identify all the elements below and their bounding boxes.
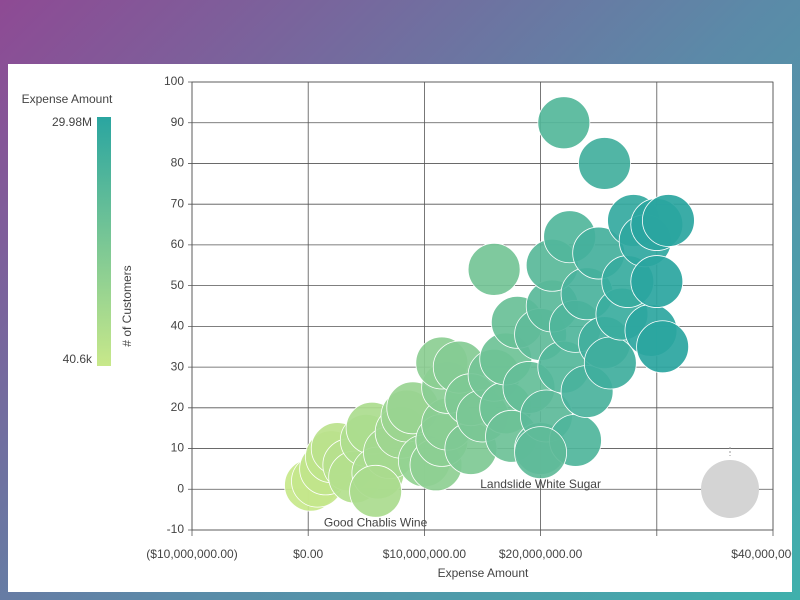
y-tick-label: 20 xyxy=(171,400,185,414)
y-tick-label: 90 xyxy=(171,115,185,129)
color-bar xyxy=(97,117,111,366)
bubble xyxy=(537,96,591,150)
size-legend-sample xyxy=(701,460,759,518)
y-tick-label: 40 xyxy=(171,319,185,333)
y-axis-title: # of Customers xyxy=(120,265,134,346)
bubble xyxy=(630,255,684,308)
y-tick-label: -10 xyxy=(167,522,185,536)
bubble xyxy=(467,242,521,296)
y-tick-label: 30 xyxy=(171,359,185,373)
annotation: Landslide White Sugar xyxy=(480,477,601,491)
y-tick-label: 10 xyxy=(171,441,185,455)
chart-panel: Expense Amount 29.98M 40.6k # of Custome… xyxy=(8,64,792,592)
annotation: Good Chablis Wine xyxy=(324,515,428,529)
y-tick-label: 80 xyxy=(171,156,185,170)
x-tick-label: $10,000,000.00 xyxy=(383,547,467,561)
bubble xyxy=(578,137,631,190)
y-tick-label: 70 xyxy=(171,196,185,210)
y-tick-label: 0 xyxy=(177,481,184,495)
y-tick-label: 100 xyxy=(164,74,184,88)
x-tick-label: ($10,000,000.00) xyxy=(146,547,237,561)
bubble xyxy=(514,426,567,480)
x-tick-label: $40,000,000.00 xyxy=(731,547,792,561)
color-legend-title: Expense Amount xyxy=(22,92,113,106)
color-min-label: 40.6k xyxy=(63,352,93,366)
y-tick-label: 60 xyxy=(171,237,185,251)
color-max-label: 29.98M xyxy=(52,115,92,129)
x-tick-label: $20,000,000.00 xyxy=(499,547,583,561)
chart: Expense Amount 29.98M 40.6k # of Custome… xyxy=(22,74,792,580)
bubble xyxy=(642,194,695,247)
y-tick-label: 50 xyxy=(171,278,185,292)
x-axis-title: Expense Amount xyxy=(438,566,529,580)
bubble xyxy=(583,336,637,390)
x-tick-label: $0.00 xyxy=(293,547,323,561)
bubble xyxy=(349,464,402,518)
bubble xyxy=(636,320,690,374)
